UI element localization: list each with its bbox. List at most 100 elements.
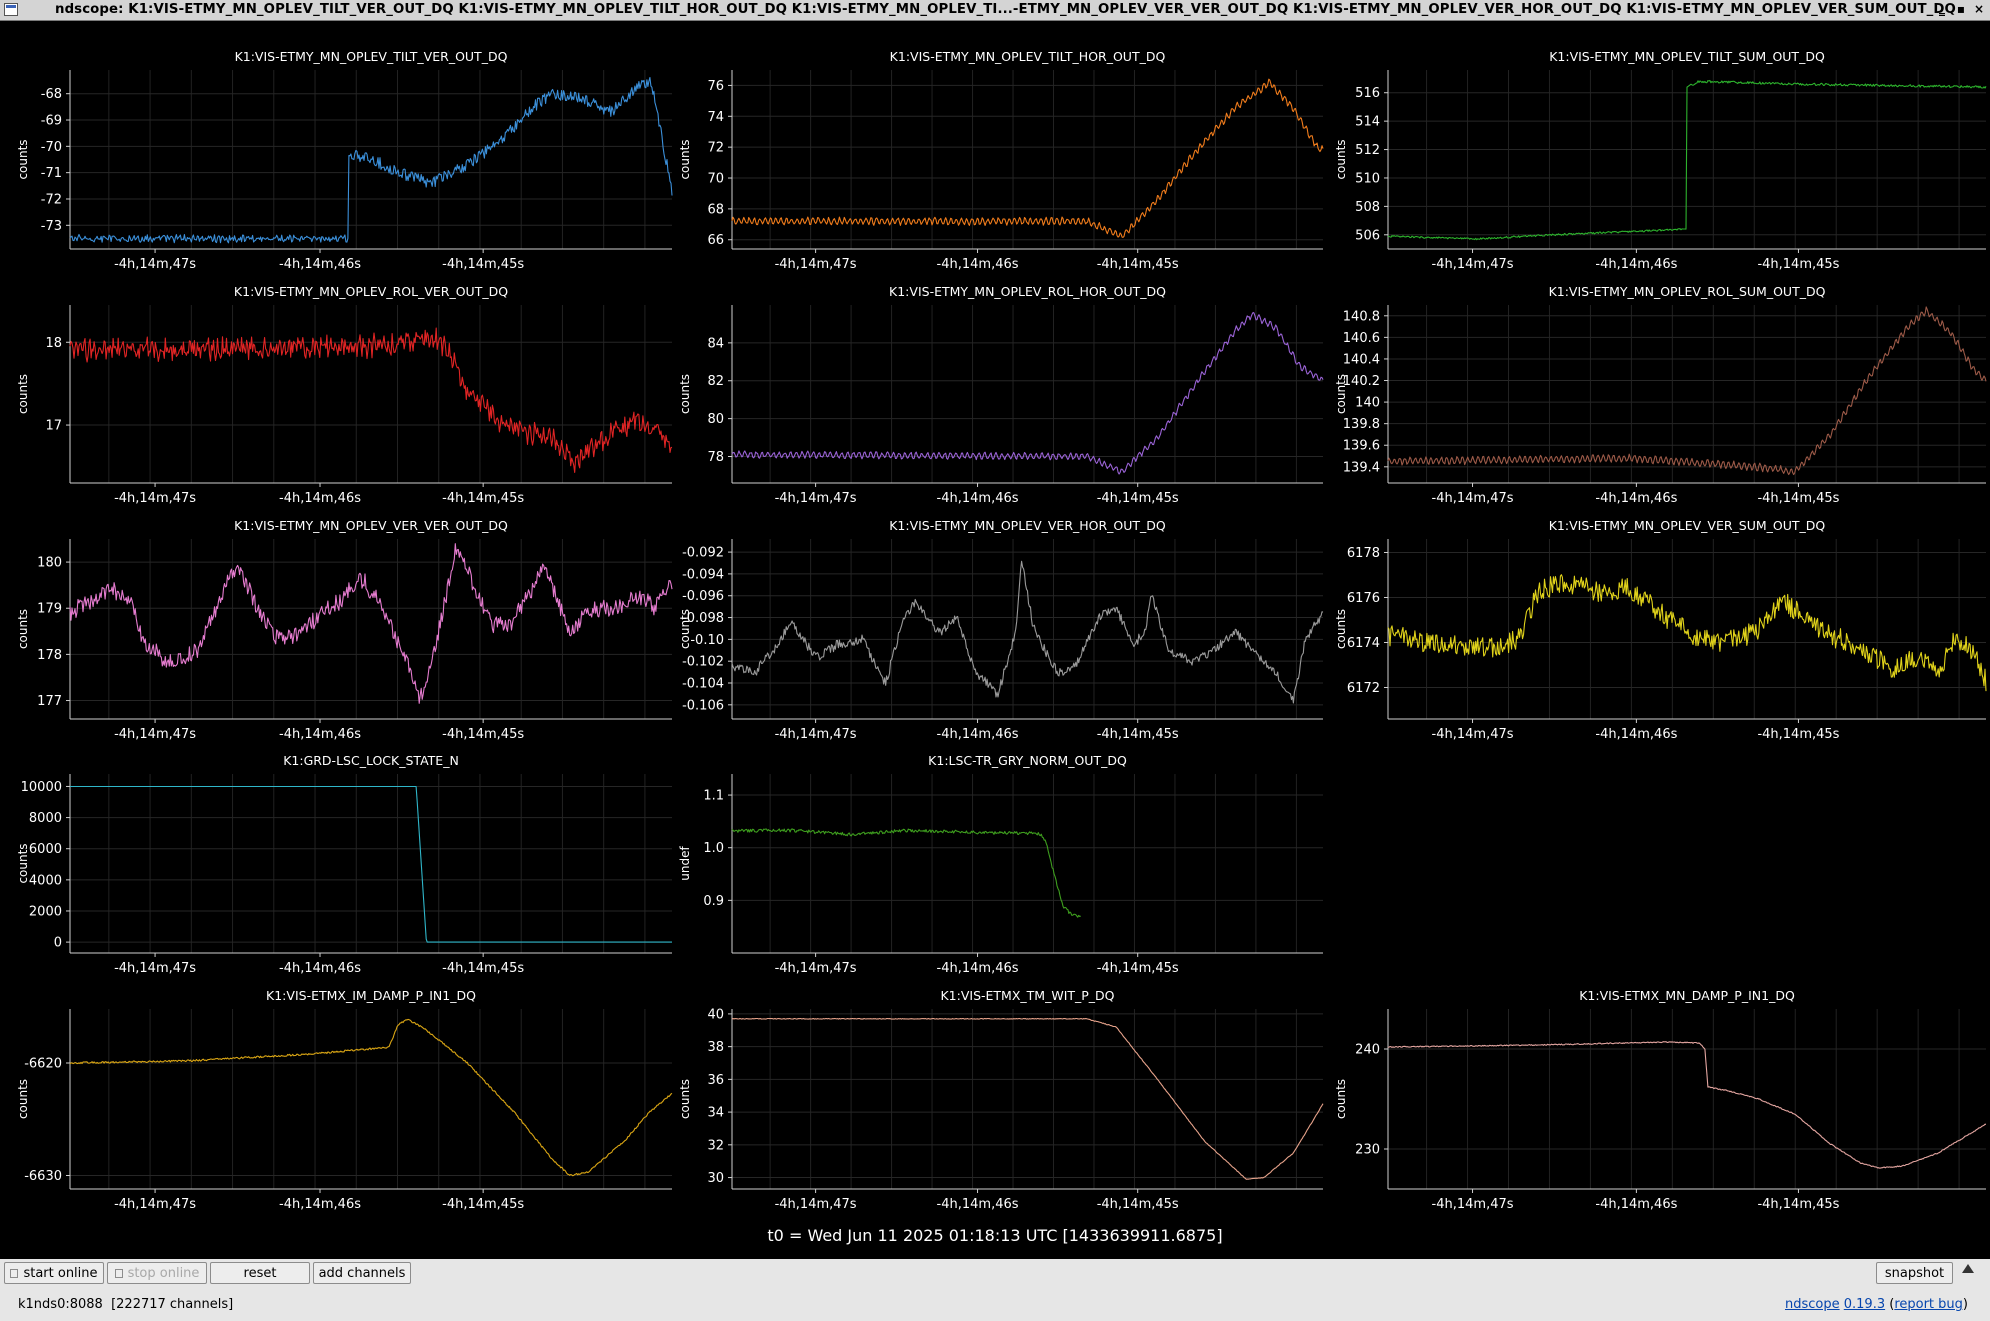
reset-button[interactable]: reset (210, 1262, 310, 1284)
plot-panel[interactable]: K1:VIS-ETMY_MN_OPLEV_VER_VER_OUT_DQ 180 17… (16, 518, 673, 742)
y-tick-label: 82 (707, 374, 724, 389)
y-axis-label: counts (1334, 139, 1348, 179)
plot-panel[interactable]: K1:VIS-ETMY_MN_OPLEV_TILT_VER_OUT_DQ -68 -… (16, 49, 673, 272)
x-tick-label: -4h,14m,45s (1097, 491, 1179, 506)
y-tick-label: 508 (1355, 200, 1380, 215)
version-info: ndscope 0.19.3 (report bug) (1784, 1297, 1968, 1312)
x-tick-label: -4h,14m,47s (1432, 727, 1514, 742)
x-tick-label: -4h,14m,45s (442, 1197, 524, 1212)
plot-panel[interactable]: K1:VIS-ETMY_MN_OPLEV_TILT_HOR_OUT_DQ 76 74… (678, 49, 1324, 272)
y-tick-label: 74 (707, 110, 724, 125)
plot-panel[interactable]: K1:VIS-ETMY_MN_OPLEV_ROL_HOR_OUT_DQ 84 82 8… (678, 284, 1324, 506)
y-tick-label: -69 (41, 114, 62, 129)
y-tick-label: 17 (45, 419, 62, 434)
signal-trace (1387, 574, 1987, 692)
plot-title: K1:VIS-ETMY_MN_OPLEV_ROL_SUM_OUT_DQ (1549, 284, 1826, 299)
y-tick-label: -0.094 (682, 567, 724, 582)
y-tick-label: 512 (1355, 143, 1380, 158)
y-tick-label: 139.8 (1343, 417, 1380, 432)
control-bar: start online stop online reset add chann… (0, 1259, 1990, 1321)
add-channels-button[interactable]: add channels (313, 1262, 411, 1284)
x-tick-label: -4h,14m,46s (279, 491, 361, 506)
plot-panel[interactable]: K1:GRD-LSC_LOCK_STATE_N 10000 8000 6000 4000… (16, 753, 672, 976)
y-tick-label: 8000 (29, 811, 62, 826)
signal-trace (731, 311, 1324, 475)
plot-panel[interactable]: K1:VIS-ETMY_MN_OPLEV_VER_HOR_OUT_DQ -0.09… (678, 518, 1324, 742)
y-tick-label: 139.6 (1343, 439, 1380, 454)
x-tick-label: -4h,14m,45s (442, 491, 524, 506)
window-menu-icon[interactable] (4, 3, 18, 16)
y-tick-label: 0.9 (703, 894, 724, 909)
y-tick-label: -0.106 (682, 698, 724, 713)
x-tick-label: -4h,14m,45s (1097, 961, 1179, 976)
plot-title: K1:VIS-ETMX_IM_DAMP_P_IN1_DQ (266, 988, 476, 1003)
ndscope-link[interactable]: ndscope (1784, 1297, 1840, 1312)
y-tick-label: 84 (707, 336, 724, 351)
x-tick-label: -4h,14m,47s (1432, 491, 1514, 506)
y-tick-label: 6172 (1347, 681, 1380, 696)
signal-trace (70, 785, 672, 943)
y-tick-label: -0.10 (690, 633, 724, 648)
y-tick-label: 1.1 (703, 789, 724, 804)
plot-panel[interactable]: K1:VIS-ETMY_MN_OPLEV_ROL_VER_OUT_DQ 18 17 -… (16, 284, 673, 506)
x-tick-label: -4h,14m,46s (937, 727, 1019, 742)
y-axis-label: counts (16, 609, 30, 649)
y-tick-label: -72 (41, 192, 62, 207)
x-tick-label: -4h,14m,45s (1757, 491, 1839, 506)
x-tick-label: -4h,14m,47s (114, 961, 196, 976)
plot-grid: K1:VIS-ETMY_MN_OPLEV_TILT_VER_OUT_DQ -68 -… (0, 21, 1990, 1259)
plot-title: K1:VIS-ETMY_MN_OPLEV_VER_SUM_OUT_DQ (1549, 518, 1826, 533)
start-online-button[interactable]: start online (4, 1262, 104, 1284)
x-tick-label: -4h,14m,47s (775, 491, 857, 506)
y-tick-label: 178 (37, 648, 62, 663)
x-tick-label: -4h,14m,47s (114, 727, 196, 742)
plot-panel[interactable]: K1:VIS-ETMY_MN_OPLEV_VER_SUM_OUT_DQ 6178 6… (1334, 518, 1987, 742)
y-tick-label: 240 (1355, 1043, 1380, 1058)
x-tick-label: -4h,14m,45s (1097, 1197, 1179, 1212)
x-tick-label: -4h,14m,47s (775, 727, 857, 742)
snapshot-button[interactable]: snapshot (1876, 1262, 1953, 1284)
window-titlebar[interactable]: ndscope: K1:VIS-ETMY_MN_OPLEV_TILT_VER_O… (0, 0, 1990, 21)
x-tick-label: -4h,14m,45s (1097, 257, 1179, 272)
y-tick-label: -71 (41, 166, 62, 181)
plot-panel[interactable]: K1:VIS-ETMX_MN_DAMP_P_IN1_DQ 240 230 -4h,14… (1334, 988, 1987, 1212)
plot-title: K1:VIS-ETMY_MN_OPLEV_TILT_HOR_OUT_DQ (890, 49, 1166, 64)
plot-panel[interactable]: K1:VIS-ETMY_MN_OPLEV_TILT_SUM_OUT_DQ 516 5… (1334, 49, 1987, 272)
y-tick-label: -0.098 (682, 611, 724, 626)
plot-title: K1:LSC-TR_GRY_NORM_OUT_DQ (928, 753, 1127, 768)
x-tick-label: -4h,14m,47s (114, 257, 196, 272)
x-tick-label: -4h,14m,46s (1595, 727, 1677, 742)
version-link[interactable]: 0.19.3 (1843, 1297, 1886, 1312)
t0-label: t0 = Wed Jun 11 2025 01:18:13 UTC [14336… (767, 1226, 1223, 1245)
server-address: k1nds0:8088 (18, 1297, 103, 1312)
x-tick-label: -4h,14m,45s (442, 257, 524, 272)
signal-trace (69, 1018, 673, 1177)
y-axis-label: counts (16, 843, 30, 883)
y-tick-label: 68 (707, 202, 724, 217)
stop-icon (114, 1269, 123, 1278)
x-tick-label: -4h,14m,47s (114, 1197, 196, 1212)
y-axis-label: counts (16, 1079, 30, 1119)
y-tick-label: 139.4 (1343, 460, 1380, 475)
plot-panel[interactable]: K1:LSC-TR_GRY_NORM_OUT_DQ 1.1 1.0 0.9 -4h,14… (678, 753, 1323, 976)
plot-panel[interactable]: K1:VIS-ETMX_TM_WIT_P_DQ 40 38 36 34 32 30 -4h,1… (678, 988, 1324, 1212)
plot-title: K1:VIS-ETMY_MN_OPLEV_ROL_HOR_OUT_DQ (889, 284, 1166, 299)
collapse-arrow-icon[interactable] (1962, 1264, 1974, 1273)
x-tick-label: -4h,14m,47s (775, 961, 857, 976)
close-icon[interactable]: × (1973, 2, 1985, 16)
plots-canvas: K1:VIS-ETMY_MN_OPLEV_TILT_VER_OUT_DQ -68 -… (16, 49, 1987, 1212)
plot-panel[interactable]: K1:VIS-ETMY_MN_OPLEV_ROL_SUM_OUT_DQ 140.8… (1334, 284, 1987, 506)
signal-trace (1387, 1041, 1987, 1169)
x-tick-label: -4h,14m,46s (937, 491, 1019, 506)
report-bug-link[interactable]: report bug (1894, 1297, 1963, 1312)
minimize-icon[interactable]: ‗ (1939, 2, 1945, 16)
plot-panel[interactable]: K1:VIS-ETMX_IM_DAMP_P_IN1_DQ -6620 -6630 -4… (16, 988, 673, 1212)
plot-title: K1:VIS-ETMY_MN_OPLEV_TILT_VER_OUT_DQ (235, 49, 508, 64)
channel-count: [222717 channels] (111, 1297, 234, 1312)
y-tick-label: -73 (41, 219, 62, 234)
y-tick-label: 140 (1355, 396, 1380, 411)
y-tick-label: 40 (707, 1007, 724, 1022)
y-axis-label: counts (1334, 1079, 1348, 1119)
y-tick-label: 80 (707, 412, 724, 427)
maximize-icon[interactable]: ▪ (1956, 2, 1966, 16)
